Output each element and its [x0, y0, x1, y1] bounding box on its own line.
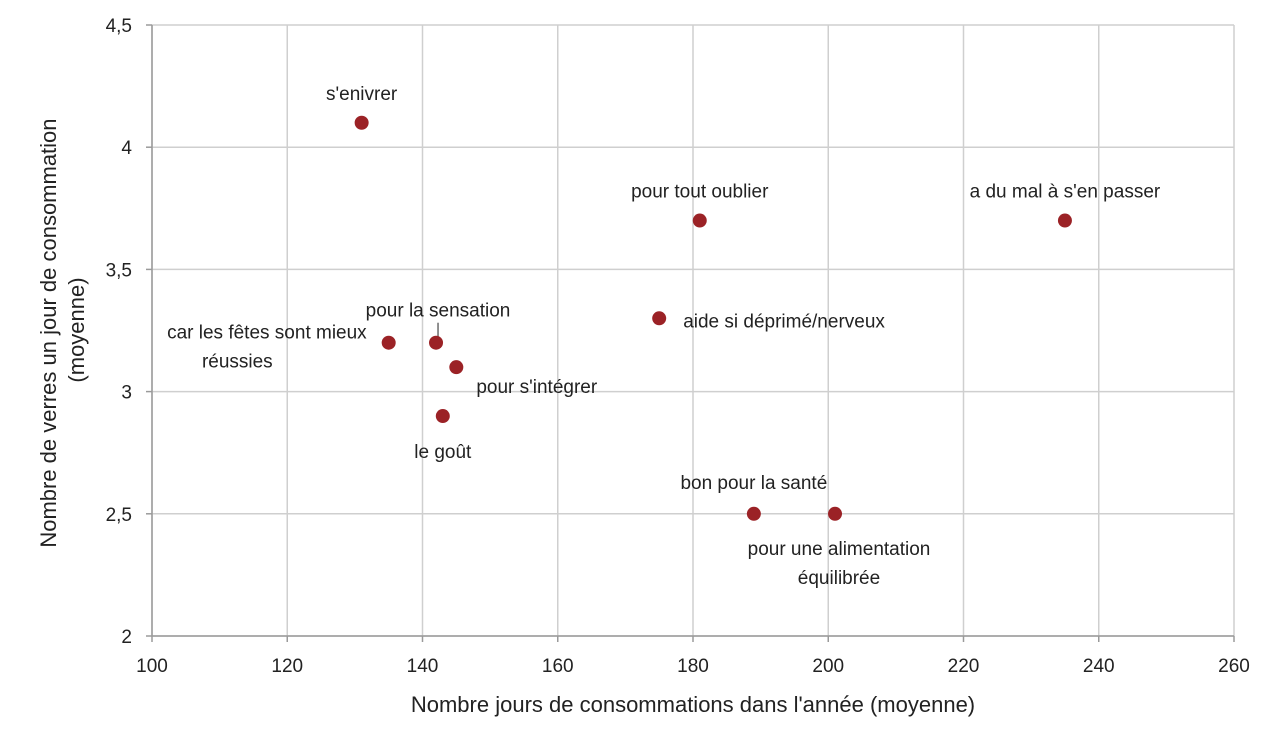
point-label: pour une alimentation équilibrée — [748, 539, 931, 589]
point-label: aide si déprimé/nerveux — [683, 311, 885, 332]
data-points — [354, 115, 1072, 521]
axes — [146, 24, 1235, 642]
y-tick-label: 3 — [121, 383, 132, 404]
point-label: pour la sensation — [366, 301, 511, 322]
y-axis-title-line-2: (moyenne) — [64, 277, 89, 382]
x-tick-label: 140 — [407, 656, 439, 677]
x-tick-label: 220 — [948, 656, 980, 677]
point-label-line: le goût — [414, 442, 472, 463]
x-tick-label: 260 — [1218, 656, 1250, 677]
point-label: pour tout oublier — [631, 182, 769, 203]
point-label: pour s'intégrer — [476, 377, 598, 398]
point-label-line: pour tout oublier — [631, 182, 769, 203]
point-label-line: équilibrée — [798, 568, 880, 589]
point-label-line: aide si déprimé/nerveux — [683, 311, 885, 332]
y-axis-title-line-1: Nombre de verres un jour de consommation — [36, 118, 61, 547]
scatter-point — [435, 409, 450, 424]
y-axis-title: Nombre de verres un jour de consommation… — [36, 112, 89, 547]
point-labels: s'enivrer pour tout oublier a du mal à s'e… — [167, 84, 1161, 589]
point-label-line: pour s'intégrer — [476, 377, 598, 398]
x-tick-label: 100 — [136, 656, 168, 677]
y-tick-label: 2 — [121, 627, 132, 648]
scatter-point — [1057, 213, 1072, 228]
x-tick-label: 160 — [542, 656, 574, 677]
point-label-line: car les fêtes sont mieux — [167, 323, 367, 344]
y-tick-label: 4 — [121, 138, 132, 159]
tick-labels: 100 120 140 160 180 200 220 240 260 2 2,5 3 3,5 4 4,5 — [106, 16, 1250, 677]
point-label-line: s'enivrer — [326, 84, 398, 105]
point-label-line: pour la sensation — [366, 301, 511, 322]
point-label: bon pour la santé — [680, 473, 827, 494]
scatter-point — [828, 506, 843, 521]
scatter-point — [652, 311, 667, 326]
point-label: a du mal à s'en passer — [970, 182, 1161, 203]
point-label: car les fêtes sont mieux réussies — [167, 323, 367, 373]
y-tick-label: 3,5 — [106, 260, 132, 281]
scatter-point — [381, 335, 396, 350]
point-label-line: réussies — [202, 352, 273, 373]
x-tick-label: 120 — [271, 656, 303, 677]
x-axis-title: Nombre jours de consommations dans l'ann… — [411, 692, 975, 717]
point-label-line: a du mal à s'en passer — [970, 182, 1161, 203]
point-label-line: bon pour la santé — [680, 473, 827, 494]
scatter-point — [692, 213, 707, 228]
y-tick-label: 2,5 — [106, 505, 132, 526]
x-tick-label: 200 — [812, 656, 844, 677]
point-label: s'enivrer — [326, 84, 398, 105]
scatter-point — [354, 115, 369, 130]
scatter-point — [746, 506, 761, 521]
x-tick-label: 180 — [677, 656, 709, 677]
y-tick-label: 4,5 — [106, 16, 132, 37]
point-label-line: pour une alimentation — [748, 539, 931, 560]
scatter-point — [449, 360, 464, 375]
scatter-point — [429, 335, 444, 350]
x-tick-label: 240 — [1083, 656, 1115, 677]
point-label: le goût — [414, 442, 472, 463]
